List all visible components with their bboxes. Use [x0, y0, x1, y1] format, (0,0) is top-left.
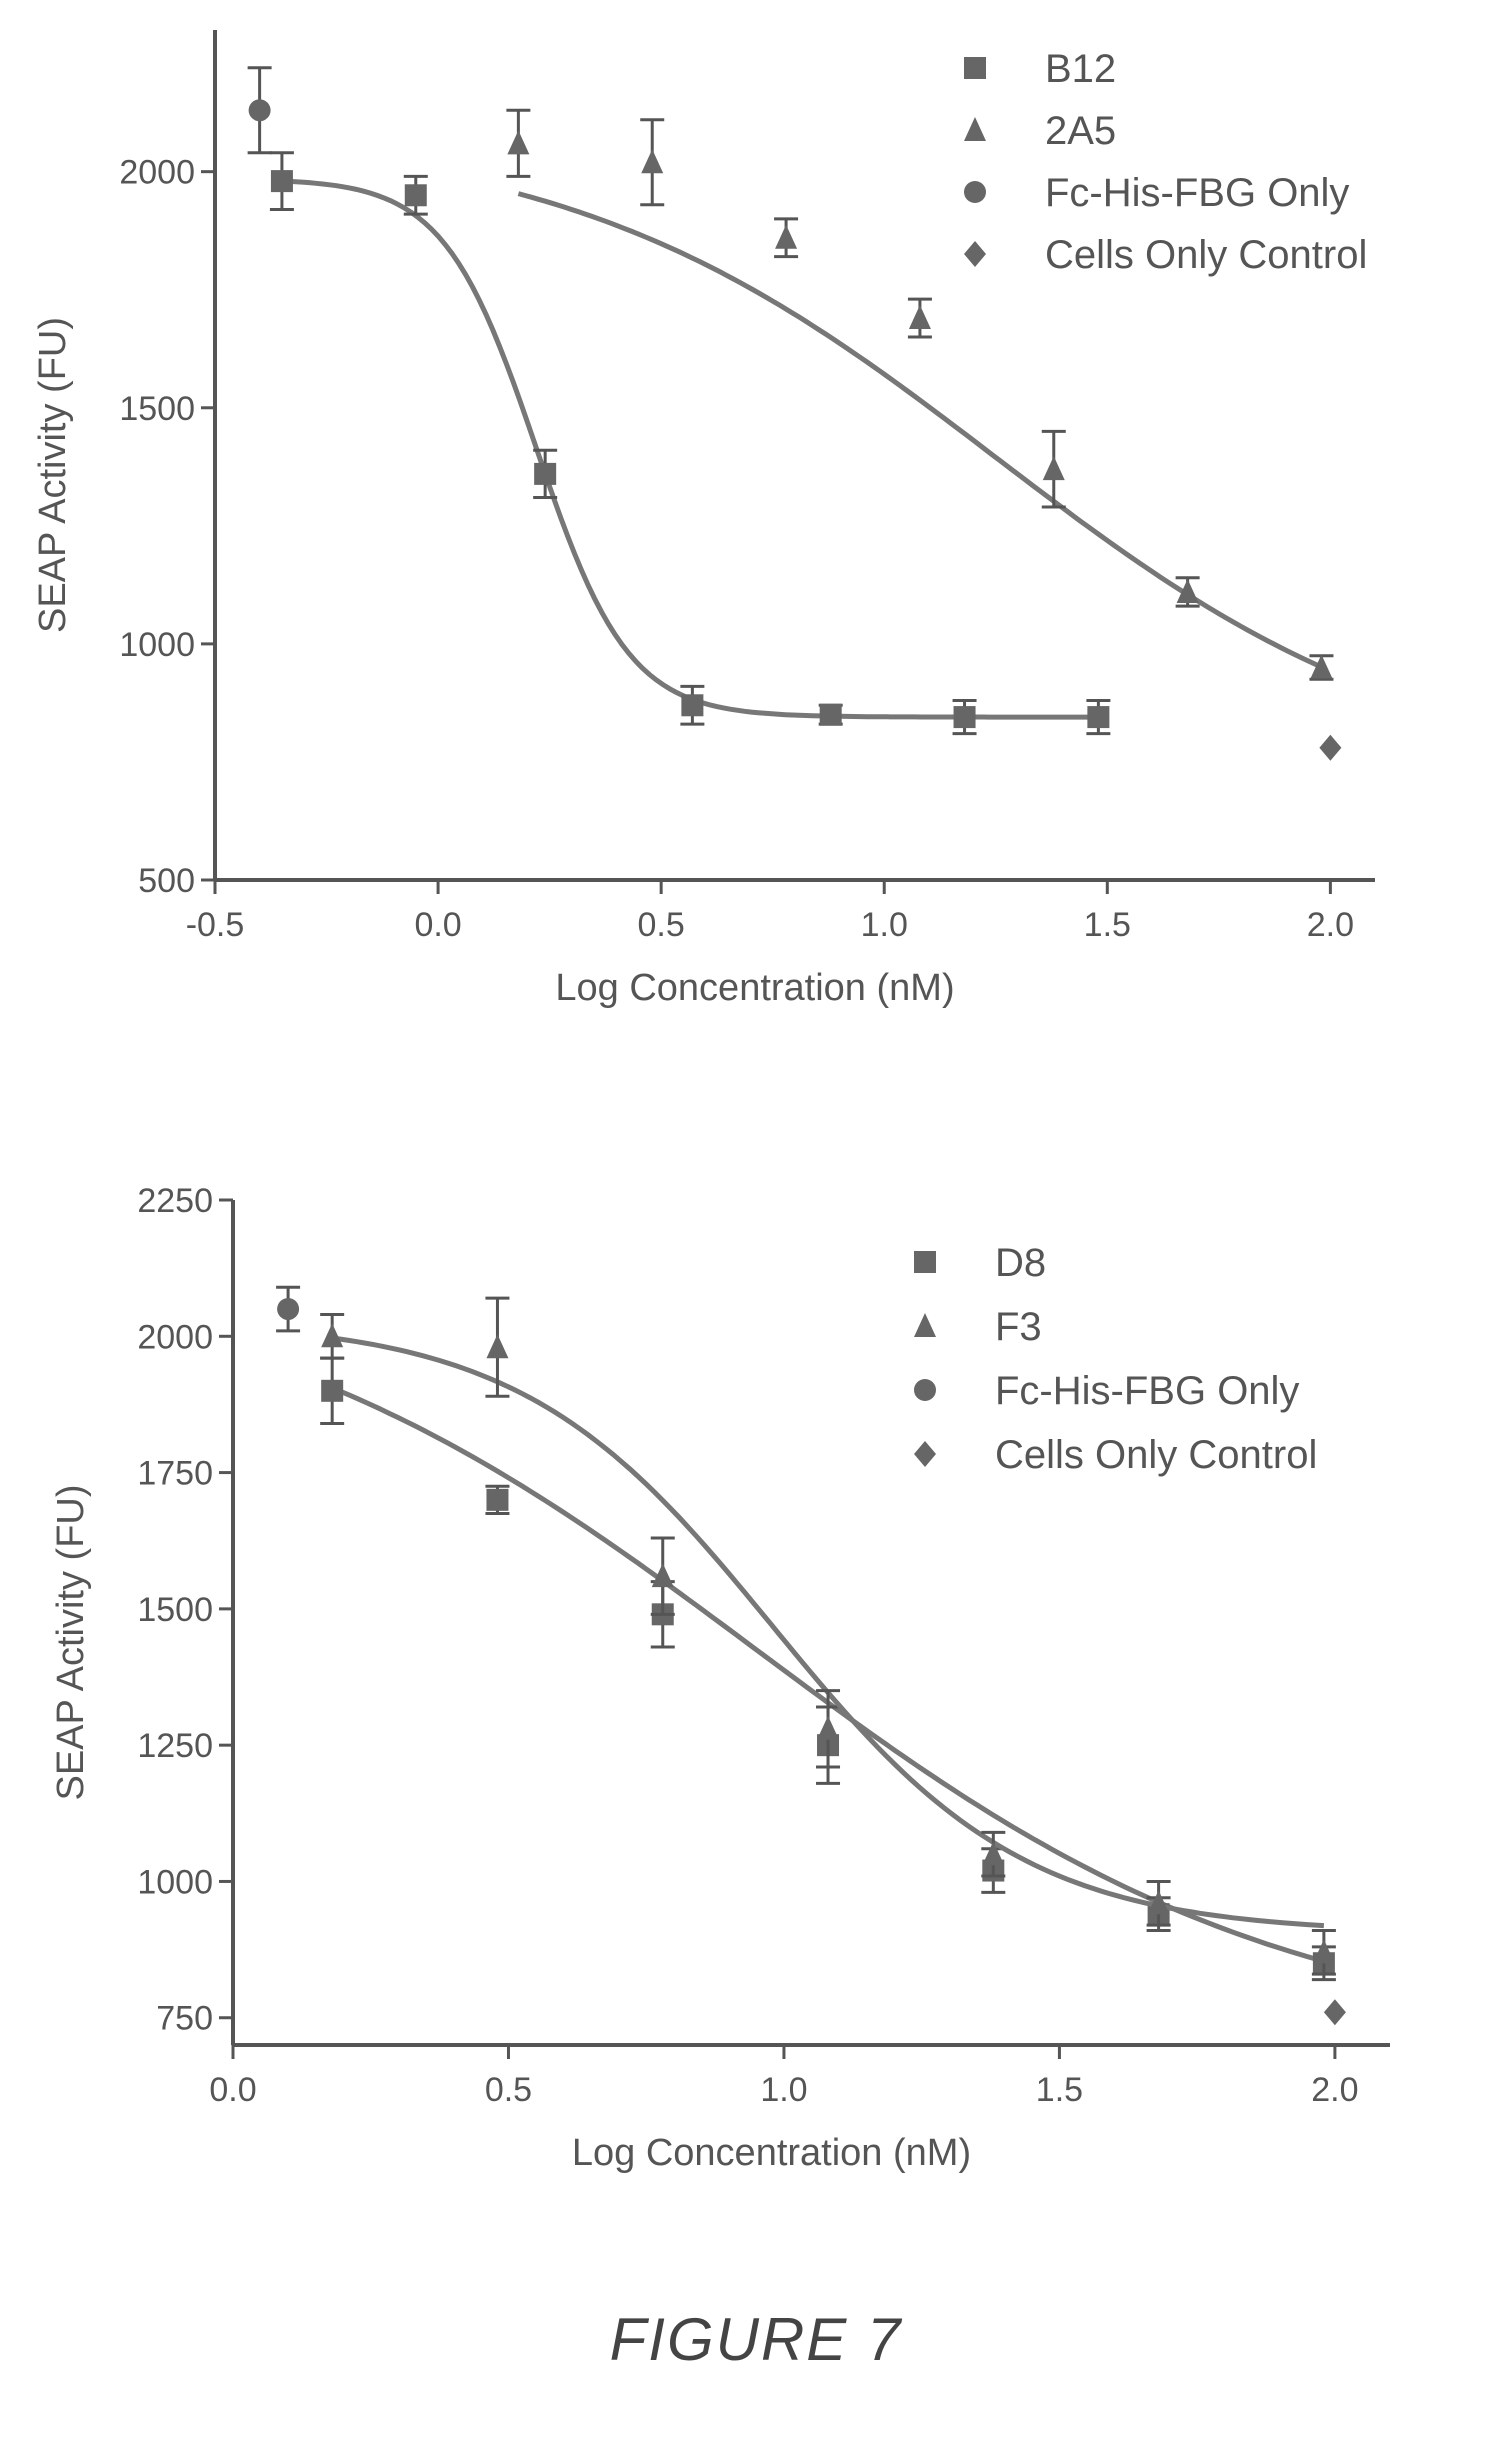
- legend-marker-fc-his-fbg-only: [964, 181, 986, 203]
- figure-label: FIGURE 7: [609, 2306, 903, 2373]
- y-tick-label: 1500: [137, 1591, 213, 1629]
- y-tick-label: 500: [138, 862, 195, 900]
- series-fc-his-fbg-only: [247, 66, 272, 155]
- data-point-b12: [534, 462, 557, 485]
- data-point-2a5: [908, 305, 931, 330]
- x-axis-title: Log Concentration (nM): [572, 2132, 971, 2174]
- series-fc-his-fbg-only: [276, 1285, 301, 1333]
- data-point-2a5: [775, 224, 798, 249]
- data-point-f3: [982, 1841, 1005, 1866]
- legend-marker-fc-his-fbg-only: [914, 1379, 936, 1401]
- x-tick-label: 1.5: [1036, 2071, 1083, 2109]
- data-point-b12: [953, 706, 976, 729]
- x-tick-label: 0.0: [209, 2071, 256, 2109]
- legend-marker-cells-only-control: [964, 241, 986, 267]
- series-2a5: [506, 108, 1334, 681]
- data-point-f3: [817, 1715, 840, 1740]
- x-tick-label: 1.0: [760, 2071, 807, 2109]
- data-point-b12: [819, 703, 842, 726]
- y-tick-label: 1250: [137, 1727, 213, 1765]
- y-tick-label: 2000: [119, 154, 195, 192]
- series-cells-only-control: [1319, 734, 1342, 761]
- series-cells-only-control: [1323, 1999, 1346, 2026]
- data-point-d8: [321, 1379, 344, 1402]
- y-tick-label: 2250: [137, 1182, 213, 1220]
- data-point-b12: [404, 184, 427, 207]
- data-point-b12: [1087, 706, 1110, 729]
- series-f3: [320, 1296, 1336, 1976]
- y-tick-label: 1500: [119, 390, 195, 428]
- x-tick-label: -0.5: [186, 906, 245, 944]
- legend-label-2a5: 2A5: [1045, 109, 1116, 153]
- legend-marker-cells-only-control: [914, 1441, 936, 1467]
- chart-2: 750 1000 1250 1500 1750 2000 2250 0.0 0.5 1.0 1.5 2…: [50, 1182, 1390, 2174]
- x-tick-label: 2.0: [1311, 2071, 1358, 2109]
- data-point-cells-only-control: [1323, 1999, 1346, 2026]
- data-point-d8: [486, 1488, 509, 1511]
- x-axis-title: Log Concentration (nM): [555, 967, 954, 1009]
- data-point-f3: [1147, 1890, 1170, 1915]
- y-tick-label: 1000: [119, 626, 195, 664]
- legend-marker-f3: [914, 1313, 936, 1337]
- data-point-b12: [681, 694, 704, 717]
- data-point-cells-only-control: [1319, 734, 1342, 761]
- legend-marker-b12: [964, 57, 986, 79]
- x-tick-label: 1.0: [861, 906, 908, 944]
- data-point-f3: [1312, 1939, 1335, 1964]
- x-tick-label: 1.5: [1084, 906, 1131, 944]
- legend-label-cells-only-control: Cells Only Control: [995, 1433, 1317, 1477]
- data-point-2a5: [1042, 456, 1065, 481]
- x-tick-label: 2.0: [1307, 906, 1354, 944]
- y-tick-label: 2000: [137, 1318, 213, 1356]
- series-b12: [269, 151, 1111, 736]
- y-tick-label: 1000: [137, 1863, 213, 1901]
- data-point-f3: [321, 1323, 344, 1348]
- x-tick-label: 0.0: [414, 906, 461, 944]
- y-axis-title: SEAP Activity (FU): [50, 1484, 92, 1800]
- legend-label-f3: F3: [995, 1305, 1042, 1349]
- data-point-fc-his-fbg-only: [277, 1298, 300, 1321]
- legend-label-fc-his-fbg-only: Fc-His-FBG Only: [995, 1369, 1299, 1413]
- legend-marker-2a5: [964, 117, 986, 141]
- data-point-f3: [651, 1563, 674, 1588]
- data-point-fc-his-fbg-only: [248, 99, 271, 122]
- legend-label-d8: D8: [995, 1241, 1046, 1285]
- chart-1: 500 1000 1500 2000 -0.5 0.0 0.5 1.0 1.5 2.0 Log Co…: [32, 30, 1375, 1009]
- data-point-2a5: [507, 130, 530, 155]
- data-point-f3: [486, 1334, 509, 1359]
- legend-label-b12: B12: [1045, 47, 1116, 91]
- data-point-b12: [270, 170, 293, 193]
- y-axis-title: SEAP Activity (FU): [32, 317, 74, 633]
- data-point-2a5: [1176, 578, 1199, 603]
- x-tick-label: 0.5: [638, 906, 685, 944]
- data-point-2a5: [641, 149, 664, 174]
- x-tick-label: 0.5: [485, 2071, 532, 2109]
- legend-label-fc-his-fbg-only: Fc-His-FBG Only: [1045, 171, 1349, 215]
- fit-curve-f3: [331, 1335, 1325, 1929]
- legend-marker-d8: [914, 1251, 936, 1273]
- y-tick-label: 750: [156, 2000, 213, 2038]
- data-point-2a5: [1310, 654, 1333, 679]
- legend-label-cells-only-control: Cells Only Control: [1045, 233, 1367, 277]
- y-tick-label: 1750: [137, 1455, 213, 1493]
